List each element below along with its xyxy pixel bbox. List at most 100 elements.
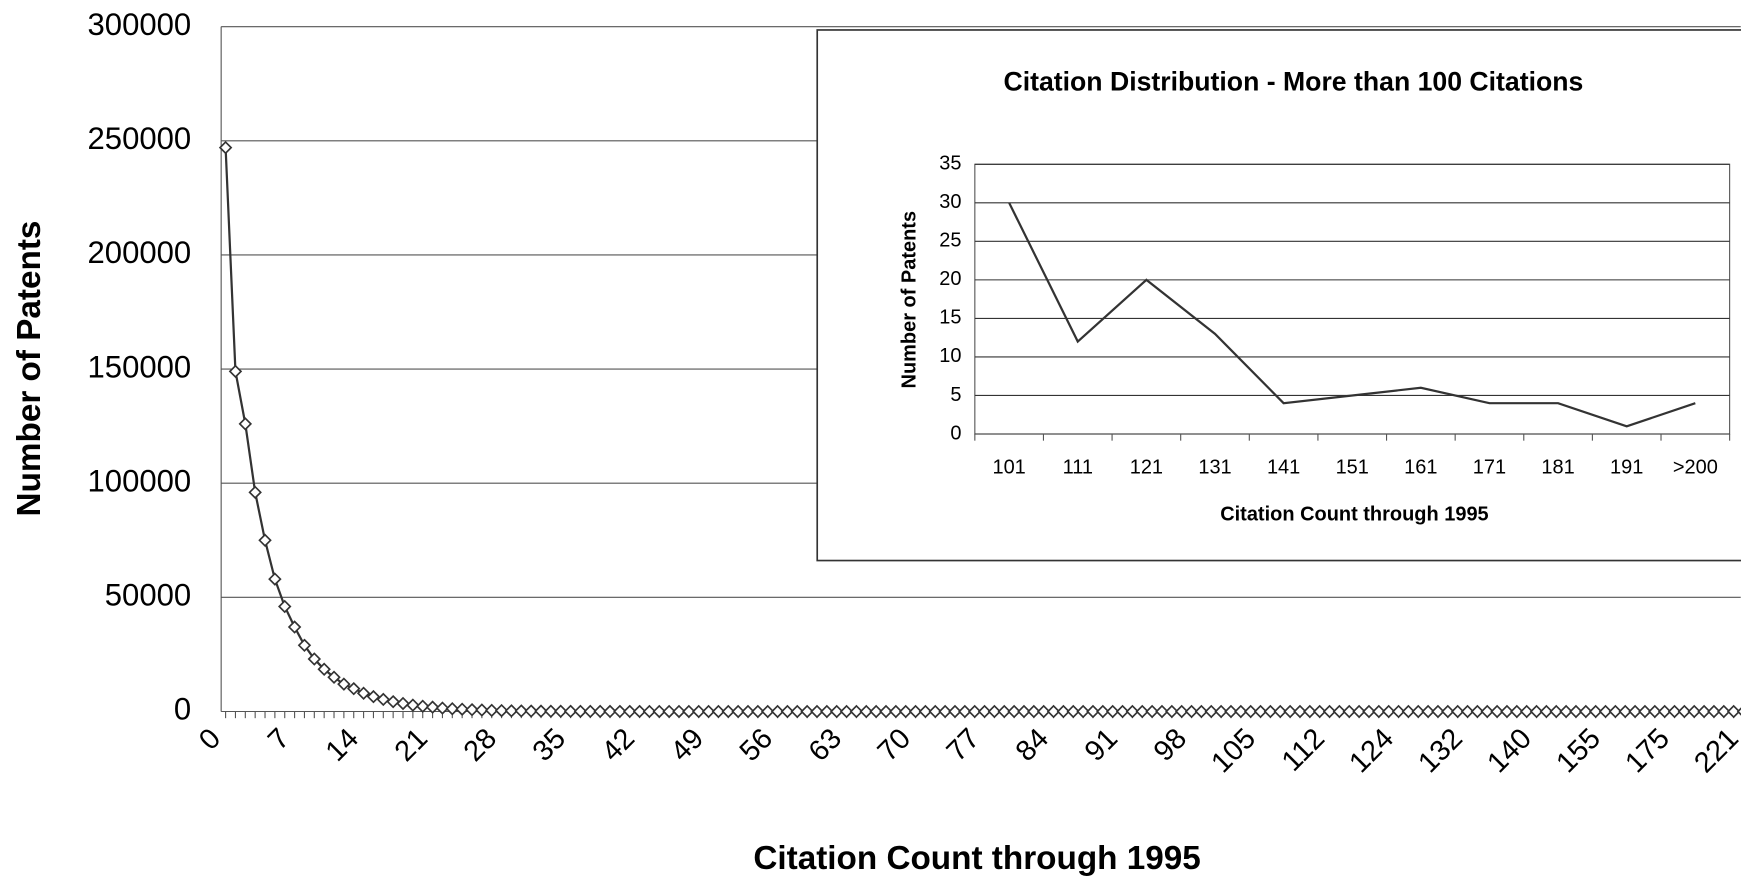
marker (1667, 704, 1682, 719)
marker (1717, 704, 1731, 719)
marker (622, 704, 637, 719)
marker (1194, 704, 1209, 719)
marker (1490, 704, 1504, 719)
x-tick-label: 0 (193, 723, 227, 757)
marker (1036, 704, 1051, 719)
marker (711, 704, 726, 719)
x-axis-title: Citation Count through 1995 (753, 840, 1200, 877)
marker (1253, 704, 1268, 719)
x-tick-label: 14 (320, 723, 365, 768)
y-tick-label: 50000 (105, 578, 191, 613)
marker (366, 689, 381, 704)
marker (1579, 704, 1593, 719)
marker (1352, 704, 1366, 719)
marker (563, 704, 578, 719)
inset-x-tick-label: 161 (1404, 457, 1437, 479)
marker (238, 417, 253, 431)
marker (918, 704, 933, 719)
marker (741, 704, 755, 719)
marker (494, 703, 509, 718)
x-tick-label: 21 (389, 723, 434, 768)
x-tick-label: 105 (1205, 723, 1262, 780)
marker (1697, 704, 1711, 719)
inset-x-axis-title: Citation Count through 1995 (1220, 503, 1488, 525)
x-tick-label: 98 (1148, 723, 1193, 768)
marker (1450, 704, 1465, 719)
y-tick-label: 0 (174, 692, 191, 727)
marker (800, 704, 814, 719)
marker (869, 704, 883, 719)
x-tick-label: 77 (941, 723, 986, 768)
marker (751, 704, 765, 719)
marker (1096, 704, 1110, 719)
marker (544, 704, 558, 718)
inset-y-tick-label: 35 (939, 153, 961, 175)
marker (1726, 704, 1741, 719)
inset-y-tick-label: 5 (950, 384, 961, 406)
inset-x-tick-label: 131 (1198, 457, 1231, 479)
marker (1618, 704, 1632, 719)
marker (1628, 704, 1642, 719)
marker (859, 704, 874, 719)
marker (672, 704, 686, 719)
x-tick-label: 7 (262, 723, 296, 757)
x-tick-label: 70 (872, 723, 917, 768)
marker (958, 704, 972, 719)
x-tick-label: 63 (803, 723, 848, 768)
marker (1657, 704, 1672, 719)
marker (1125, 704, 1140, 719)
marker (1332, 704, 1347, 719)
marker (938, 704, 952, 719)
marker (731, 704, 745, 719)
marker (1243, 704, 1258, 719)
marker (356, 686, 371, 700)
marker (1648, 704, 1662, 719)
marker (682, 704, 696, 719)
marker (948, 704, 962, 719)
marker (455, 702, 469, 716)
marker (406, 698, 420, 712)
marker (1056, 704, 1071, 719)
x-tick-label: 175 (1619, 723, 1676, 780)
inset-frame (816, 29, 1741, 562)
marker (1401, 704, 1416, 719)
marker (1204, 704, 1218, 719)
marker (297, 638, 312, 653)
marker (268, 572, 282, 586)
marker (632, 704, 647, 719)
marker (1165, 704, 1179, 719)
marker (997, 704, 1012, 719)
marker (337, 677, 351, 691)
inset-title: Citation Distribution - More than 100 Ci… (1003, 66, 1583, 96)
marker (396, 696, 410, 711)
marker (1214, 704, 1228, 719)
marker (1145, 704, 1159, 719)
y-tick-label: 200000 (88, 235, 192, 270)
marker (425, 700, 440, 714)
inset-x-tick-label: 191 (1610, 457, 1643, 479)
marker (760, 704, 775, 719)
marker (573, 704, 588, 719)
marker (1519, 704, 1534, 719)
inset-x-tick-label: 151 (1336, 457, 1369, 479)
x-tick-label: 84 (1010, 723, 1055, 768)
marker (1066, 704, 1080, 719)
marker (1391, 704, 1406, 719)
x-tick-label: 42 (596, 723, 641, 768)
marker (278, 599, 292, 614)
marker (347, 681, 361, 696)
inset-y-tick-label: 25 (939, 230, 961, 252)
inset-y-tick-label: 20 (939, 268, 961, 290)
inset-y-tick-label: 0 (950, 422, 961, 444)
marker (790, 704, 805, 719)
marker (889, 704, 903, 719)
marker (770, 704, 785, 719)
marker (465, 702, 479, 717)
marker (1312, 704, 1327, 719)
marker (1569, 704, 1583, 719)
marker (1687, 704, 1701, 719)
inset-y-tick-label: 15 (939, 307, 961, 329)
y-tick-label: 150000 (88, 349, 192, 384)
marker (1273, 704, 1287, 719)
